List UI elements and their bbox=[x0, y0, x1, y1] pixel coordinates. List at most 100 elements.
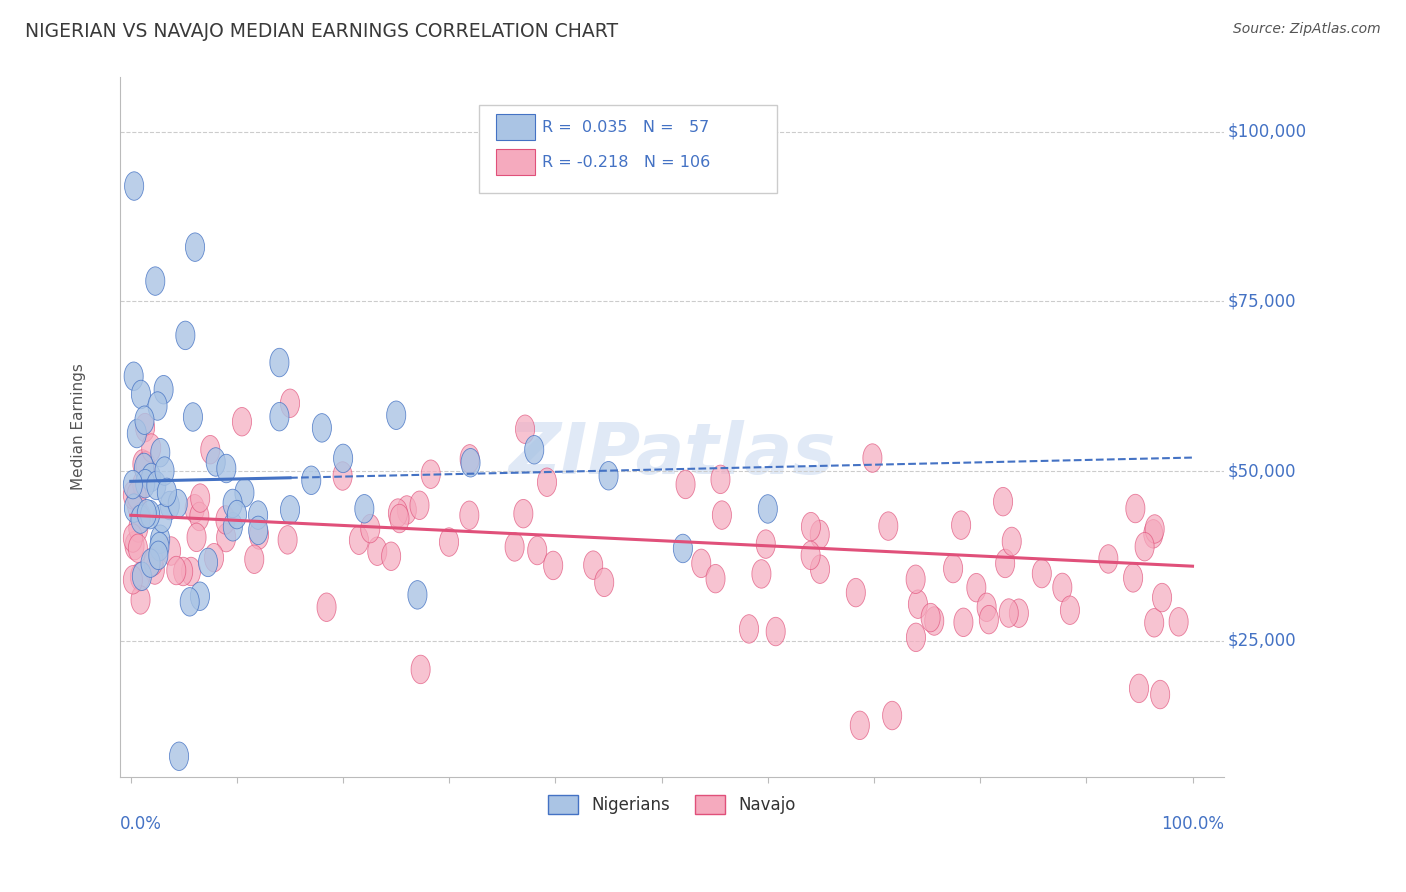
Ellipse shape bbox=[138, 500, 156, 528]
Ellipse shape bbox=[207, 448, 225, 476]
Ellipse shape bbox=[980, 606, 998, 634]
Ellipse shape bbox=[994, 487, 1012, 516]
Ellipse shape bbox=[676, 470, 695, 499]
Ellipse shape bbox=[673, 534, 692, 563]
Ellipse shape bbox=[270, 348, 290, 376]
Ellipse shape bbox=[131, 380, 150, 409]
Ellipse shape bbox=[756, 530, 775, 558]
Ellipse shape bbox=[1153, 583, 1171, 612]
Ellipse shape bbox=[706, 565, 725, 593]
Ellipse shape bbox=[544, 551, 562, 580]
Ellipse shape bbox=[921, 603, 941, 632]
Ellipse shape bbox=[235, 478, 254, 507]
Ellipse shape bbox=[1032, 559, 1052, 588]
Ellipse shape bbox=[766, 617, 785, 646]
Ellipse shape bbox=[361, 515, 380, 543]
Ellipse shape bbox=[228, 500, 246, 529]
Ellipse shape bbox=[128, 419, 146, 448]
Ellipse shape bbox=[150, 524, 170, 553]
Ellipse shape bbox=[180, 588, 200, 616]
Ellipse shape bbox=[124, 494, 143, 523]
Ellipse shape bbox=[925, 607, 943, 635]
Ellipse shape bbox=[217, 524, 236, 552]
Text: 100.0%: 100.0% bbox=[1161, 815, 1225, 833]
Ellipse shape bbox=[333, 444, 353, 473]
Ellipse shape bbox=[810, 520, 830, 549]
Ellipse shape bbox=[411, 656, 430, 683]
Ellipse shape bbox=[160, 491, 180, 520]
Ellipse shape bbox=[153, 504, 172, 533]
Ellipse shape bbox=[461, 449, 479, 477]
Ellipse shape bbox=[224, 513, 242, 541]
Ellipse shape bbox=[398, 496, 416, 524]
Ellipse shape bbox=[1135, 533, 1154, 561]
Ellipse shape bbox=[132, 503, 150, 532]
Ellipse shape bbox=[131, 505, 150, 533]
Ellipse shape bbox=[173, 558, 193, 586]
Ellipse shape bbox=[170, 742, 188, 771]
Ellipse shape bbox=[943, 554, 963, 582]
Ellipse shape bbox=[217, 454, 236, 483]
Ellipse shape bbox=[905, 565, 925, 593]
Ellipse shape bbox=[217, 506, 235, 534]
Ellipse shape bbox=[1168, 607, 1188, 636]
Ellipse shape bbox=[349, 526, 368, 555]
Ellipse shape bbox=[692, 549, 711, 578]
Ellipse shape bbox=[907, 624, 925, 651]
FancyBboxPatch shape bbox=[479, 105, 778, 193]
Ellipse shape bbox=[302, 466, 321, 494]
Ellipse shape bbox=[181, 558, 201, 586]
Ellipse shape bbox=[527, 536, 547, 565]
Ellipse shape bbox=[186, 494, 204, 523]
Ellipse shape bbox=[146, 267, 165, 295]
Ellipse shape bbox=[1144, 515, 1164, 543]
Ellipse shape bbox=[142, 463, 160, 491]
Ellipse shape bbox=[354, 494, 374, 523]
Ellipse shape bbox=[1000, 599, 1018, 627]
Ellipse shape bbox=[224, 489, 242, 517]
Ellipse shape bbox=[201, 435, 219, 464]
Ellipse shape bbox=[316, 593, 336, 622]
Text: ZIPatlas: ZIPatlas bbox=[509, 420, 837, 490]
Ellipse shape bbox=[141, 549, 160, 577]
Ellipse shape bbox=[908, 590, 928, 618]
Ellipse shape bbox=[187, 523, 207, 551]
Ellipse shape bbox=[129, 514, 148, 542]
Ellipse shape bbox=[278, 525, 297, 554]
Ellipse shape bbox=[198, 548, 218, 576]
Ellipse shape bbox=[128, 491, 146, 520]
Ellipse shape bbox=[1126, 494, 1144, 523]
Ellipse shape bbox=[595, 568, 614, 597]
Ellipse shape bbox=[145, 556, 165, 584]
Ellipse shape bbox=[167, 557, 186, 585]
Ellipse shape bbox=[977, 593, 997, 622]
Ellipse shape bbox=[135, 453, 153, 482]
Ellipse shape bbox=[810, 555, 830, 583]
Ellipse shape bbox=[879, 512, 898, 541]
Ellipse shape bbox=[1129, 674, 1149, 703]
Ellipse shape bbox=[801, 541, 820, 570]
Ellipse shape bbox=[148, 392, 167, 420]
Text: NIGERIAN VS NAVAJO MEDIAN EARNINGS CORRELATION CHART: NIGERIAN VS NAVAJO MEDIAN EARNINGS CORRE… bbox=[25, 22, 619, 41]
Ellipse shape bbox=[142, 434, 160, 462]
Ellipse shape bbox=[505, 533, 524, 561]
Ellipse shape bbox=[125, 172, 143, 201]
Ellipse shape bbox=[758, 495, 778, 524]
Ellipse shape bbox=[952, 511, 970, 540]
Ellipse shape bbox=[169, 490, 187, 518]
Ellipse shape bbox=[245, 545, 264, 574]
Ellipse shape bbox=[599, 461, 619, 490]
Ellipse shape bbox=[191, 483, 209, 512]
Ellipse shape bbox=[124, 470, 142, 499]
Ellipse shape bbox=[408, 581, 427, 609]
Text: R =  0.035   N =   57: R = 0.035 N = 57 bbox=[541, 120, 709, 135]
Ellipse shape bbox=[135, 406, 155, 434]
Ellipse shape bbox=[740, 615, 759, 643]
Ellipse shape bbox=[1002, 527, 1021, 556]
Ellipse shape bbox=[312, 414, 332, 442]
Ellipse shape bbox=[131, 586, 150, 615]
Ellipse shape bbox=[132, 470, 152, 499]
Text: $25,000: $25,000 bbox=[1227, 632, 1296, 650]
Ellipse shape bbox=[1099, 545, 1118, 574]
Ellipse shape bbox=[1144, 608, 1164, 637]
